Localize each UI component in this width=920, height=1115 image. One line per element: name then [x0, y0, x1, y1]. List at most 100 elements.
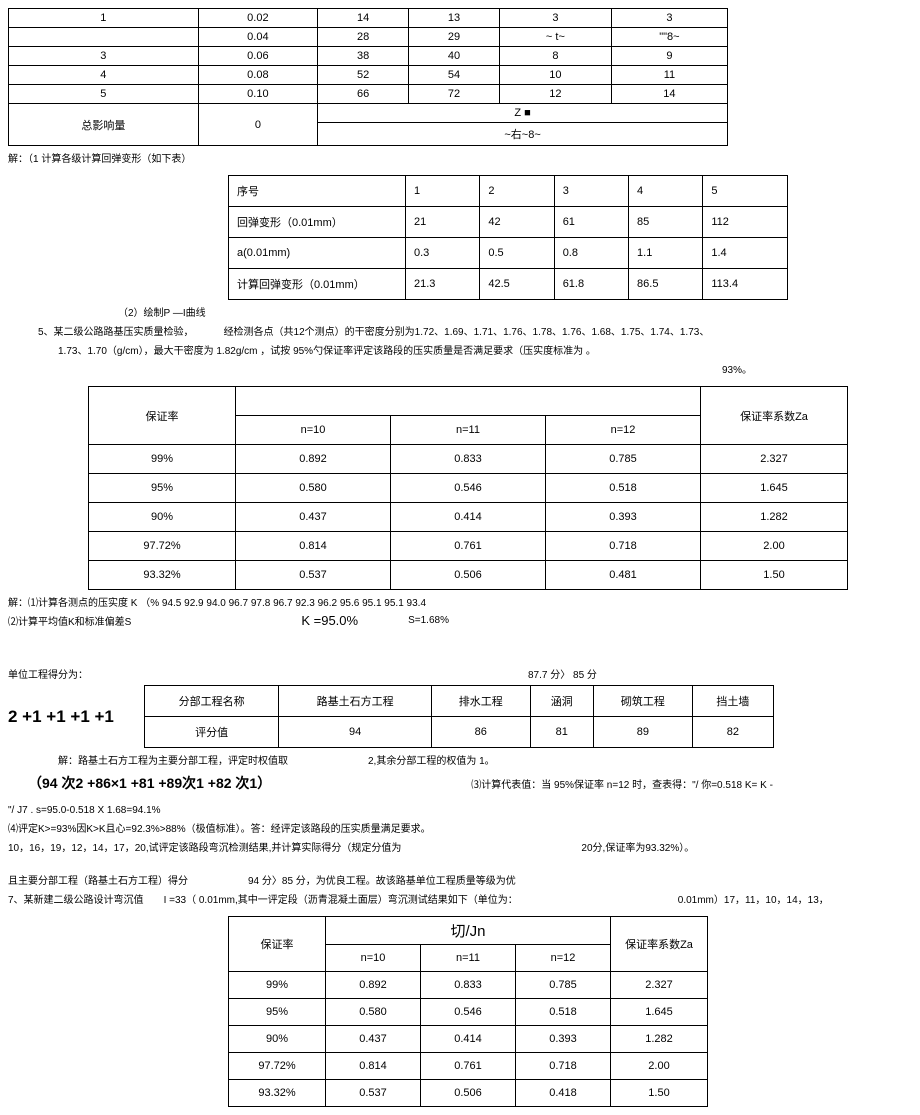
cell: 1.4: [703, 238, 788, 269]
cell: 10: [499, 66, 611, 85]
header: 排水工程: [431, 686, 530, 717]
cell: 29: [409, 28, 500, 47]
line13b: I =33（ 0.01mm,其中一评定段（沥青混凝土面层）弯沉测试结果如下（单位…: [164, 891, 518, 906]
cell: 1.50: [611, 1080, 708, 1107]
cell: 0.393: [516, 1026, 611, 1053]
cell: ~ t~: [499, 28, 611, 47]
cell: 61: [554, 207, 628, 238]
cell: 0.06: [198, 47, 317, 66]
cell: 97.72%: [229, 1053, 326, 1080]
cell: 21.3: [406, 269, 480, 300]
cell: 0.437: [236, 503, 391, 532]
line13a: 7、某新建二级公路设计弯沉值: [8, 891, 144, 906]
cell: 0.04: [198, 28, 317, 47]
cell: 90%: [89, 503, 236, 532]
cell: 0.414: [391, 503, 546, 532]
subheader: n=12: [546, 416, 701, 445]
cell: 0.8: [554, 238, 628, 269]
cell: 2: [480, 176, 554, 207]
cell: 1: [406, 176, 480, 207]
line8: ⑶计算代表值：当 95%保证率 n=12 时，查表得："/ 你=0.518 K=…: [471, 776, 773, 791]
cell: 93.32%: [89, 561, 236, 590]
header-blank: [236, 387, 701, 416]
header-right: 保证率系数Za: [701, 387, 848, 445]
row-label: 评分值: [144, 717, 279, 748]
cell: 0.418: [516, 1080, 611, 1107]
cell: 1.1: [629, 238, 703, 269]
cell: 0.10: [198, 85, 317, 104]
line5a: ⑵计算平均值K和标准偏差S: [8, 613, 131, 628]
header: 砌筑工程: [593, 686, 692, 717]
line3c: 1.73、1.70（g/cm），最大干密度为 1.82g/cm ，试按 95%勺…: [58, 342, 912, 357]
cell: 0.761: [421, 1053, 516, 1080]
cell: 0.08: [198, 66, 317, 85]
header: 计算回弹变形（0.01mm）: [229, 269, 406, 300]
pct93: 93%。: [8, 361, 752, 376]
cell: 1: [9, 9, 199, 28]
table-rebound: 序号12345 回弹变形（0.01mm）21426185112 a(0.01mm…: [228, 175, 788, 300]
cell: 5: [9, 85, 199, 104]
subheader: n=12: [516, 945, 611, 972]
subheader: n=10: [326, 945, 421, 972]
cell: 99%: [229, 972, 326, 999]
cell: 0.761: [391, 532, 546, 561]
cell: 40: [409, 47, 500, 66]
cell: 86.5: [629, 269, 703, 300]
header: 分部工程名称: [144, 686, 279, 717]
table-scores: 分部工程名称路基土石方工程排水工程涵洞砌筑工程挡土墙 评分值9486818982: [144, 685, 774, 748]
cell: 0.580: [326, 999, 421, 1026]
line12b: 94 分〉85 分，为优良工程。故该路基单位工程质量等级为优: [248, 872, 516, 887]
cell: 66: [318, 85, 409, 104]
cell: 4: [629, 176, 703, 207]
line4: 解：⑴计算各测点的压实度 K （% 94.5 92.9 94.0 96.7 97…: [8, 594, 912, 609]
solution-line1: 解：（1 计算各级计算回弹变形（如下表）: [8, 150, 912, 165]
cell: 93.32%: [229, 1080, 326, 1107]
line9: "/ J7 . s=95.0-0.518 X 1.68=94.1%: [8, 805, 912, 816]
cell: 0.785: [546, 445, 701, 474]
cell: 94: [279, 717, 431, 748]
line5b: K =95.0%: [301, 613, 358, 628]
header: 涵洞: [530, 686, 593, 717]
line13c: 0.01mm）17，11，10，14，13，: [678, 891, 829, 906]
cell: 0.506: [391, 561, 546, 590]
cell: 1.282: [701, 503, 848, 532]
table-assurance-1: 保证率 保证率系数Za n=10n=11n=12 99%0.8920.8330.…: [88, 386, 848, 590]
cell: 0.518: [516, 999, 611, 1026]
cell: 0.718: [516, 1053, 611, 1080]
subheader: n=11: [391, 416, 546, 445]
subheader: n=11: [421, 945, 516, 972]
cell: ""8~: [611, 28, 727, 47]
cell: 0.718: [546, 532, 701, 561]
line11b: 20分,保证率为93.32%）。: [581, 839, 694, 854]
cell: 4: [9, 66, 199, 85]
cell: 8: [499, 47, 611, 66]
cell: 14: [611, 85, 727, 104]
cell: 0.5: [480, 238, 554, 269]
cell: 28: [318, 28, 409, 47]
table-assurance-2: 保证率 切/Jn 保证率系数Za n=10n=11n=12 99%0.8920.…: [228, 916, 708, 1107]
cell: 89: [593, 717, 692, 748]
cell: 0.506: [421, 1080, 516, 1107]
cell: 52: [318, 66, 409, 85]
line7a: 解：路基土石方工程为主要分部工程，评定时权值取: [58, 752, 288, 767]
cell: 1.282: [611, 1026, 708, 1053]
header: 回弹变形（0.01mm）: [229, 207, 406, 238]
cell: 0.892: [236, 445, 391, 474]
cell: 0.814: [236, 532, 391, 561]
formula2: （94 次2 +86×1 +81 +89次1 +82 次1）: [28, 773, 271, 793]
cell: 2.327: [611, 972, 708, 999]
cell: 99%: [89, 445, 236, 474]
cell: 90%: [229, 1026, 326, 1053]
footer-zero: 0: [198, 104, 317, 146]
cell: [9, 28, 199, 47]
cell: 112: [703, 207, 788, 238]
cell: 95%: [229, 999, 326, 1026]
cell: 42.5: [480, 269, 554, 300]
formula1: 2 +1 +1 +1 +1: [8, 707, 114, 727]
line6: 单位工程得分为：: [8, 666, 88, 681]
header: 路基土石方工程: [279, 686, 431, 717]
cell: 3: [611, 9, 727, 28]
cell: 0.481: [546, 561, 701, 590]
cell: 0.393: [546, 503, 701, 532]
cell: 95%: [89, 474, 236, 503]
